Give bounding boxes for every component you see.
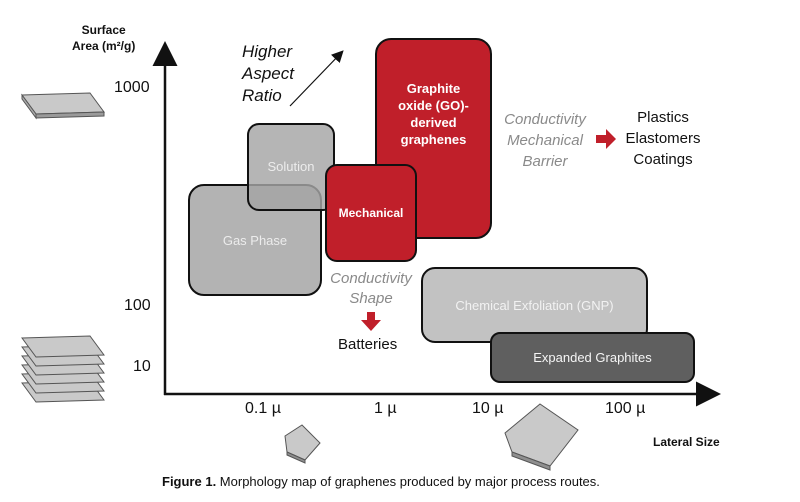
x-tick-1: 1 µ <box>374 400 397 417</box>
figure-caption: Figure 1. Morphology map of graphenes pr… <box>162 474 600 489</box>
application-elastomers: Elastomers <box>625 130 701 147</box>
application-plastics: Plastics <box>637 109 689 126</box>
y-tick-10: 10 <box>133 358 151 375</box>
region-expanded-graphites: Expanded Graphites <box>490 332 695 383</box>
region-go-line2: oxide (GO)- <box>398 98 469 113</box>
higher-aspect-line2: Aspect <box>242 64 294 83</box>
single-sheet-icon <box>21 92 105 120</box>
large-flake-icon <box>504 403 579 471</box>
red-down-arrow <box>361 312 381 331</box>
region-expanded-graphites-label: Expanded Graphites <box>533 350 652 365</box>
figure-caption-label: Figure 1. <box>162 474 217 489</box>
batteries-label: Batteries <box>338 336 398 353</box>
figure-caption-text: Morphology map of graphenes produced by … <box>216 474 600 489</box>
higher-aspect-ratio-label: Higher Aspect Ratio <box>242 41 294 107</box>
conductivity-barrier-line2: Mechanical <box>507 132 583 149</box>
conductivity-barrier-line1: Conductivity <box>504 111 586 128</box>
x-axis-label: Lateral Size <box>653 435 720 449</box>
conductivity-barrier-label: Conductivity Mechanical Barrier <box>497 109 593 172</box>
small-flake-icon <box>284 424 321 464</box>
conductivity-shape-label: Conductivity Shape <box>325 269 417 309</box>
region-solution-label: Solution <box>267 159 315 174</box>
region-solution: Solution <box>247 123 335 211</box>
y-axis-label: Surface Area (m²/g) <box>72 22 135 54</box>
region-mechanical-label: Mechanical <box>338 206 404 220</box>
region-go-line3: derived <box>410 115 457 130</box>
conductivity-shape-line2: Shape <box>349 290 393 307</box>
stacked-sheets-icon <box>21 335 105 403</box>
region-go-line1: Graphite <box>406 81 461 96</box>
application-coatings: Coatings <box>633 151 693 168</box>
y-tick-100: 100 <box>124 297 151 314</box>
red-right-arrow <box>596 129 616 149</box>
y-axis-label-line1: Surface <box>81 23 126 37</box>
region-chemical-exfoliation-label: Chemical Exfoliation (GNP) <box>455 297 614 313</box>
region-go-line4: graphenes <box>400 132 467 147</box>
x-tick-10: 10 µ <box>472 400 504 417</box>
y-tick-1000: 1000 <box>114 79 150 96</box>
higher-aspect-line3: Ratio <box>242 86 282 105</box>
x-tick-100: 100 µ <box>605 400 646 417</box>
applications-label: Plastics Elastomers Coatings <box>620 107 706 170</box>
region-gas-phase-label: Gas Phase <box>222 232 288 248</box>
y-axis-label-line2: Area (m²/g) <box>72 39 136 53</box>
aspect-arrow <box>289 50 344 107</box>
region-mechanical: Mechanical <box>325 164 417 262</box>
x-tick-0-1: 0.1 µ <box>245 400 281 417</box>
conductivity-barrier-line3: Barrier <box>522 153 568 170</box>
conductivity-shape-line1: Conductivity <box>330 270 412 287</box>
higher-aspect-line1: Higher <box>242 42 293 61</box>
